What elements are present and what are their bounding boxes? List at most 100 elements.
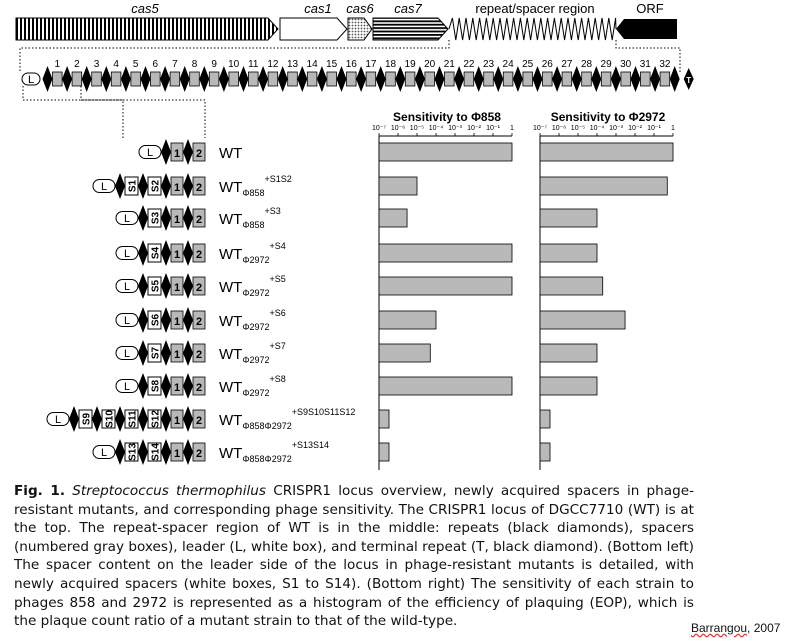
- spacer-number: 2: [196, 448, 202, 460]
- repeat-diamond: [138, 340, 148, 366]
- repeat-diamond: [92, 406, 102, 432]
- sensitivity-bar: [378, 442, 390, 462]
- x-tick-label: 10⁻⁷: [533, 125, 547, 132]
- repeat-diamond: [161, 439, 171, 465]
- spacer-number: 6: [153, 59, 159, 70]
- strain-subscript: Φ858Φ2972: [242, 421, 291, 431]
- leader-box: [21, 72, 41, 86]
- repeat-diamond: [69, 406, 79, 432]
- sensitivity-bar: [539, 442, 551, 462]
- leader-label: L: [124, 315, 130, 327]
- sensitivity-bar: [378, 343, 431, 363]
- new-spacer-label: S11: [128, 410, 139, 428]
- sensitivity-bar: [378, 376, 513, 396]
- repeat-diamond: [138, 373, 148, 399]
- orf-gene-arrow: [616, 19, 677, 39]
- strain-superscript: +S6: [270, 308, 286, 318]
- leader-box: [115, 379, 139, 393]
- leader-label: L: [101, 447, 107, 459]
- strain-label: WT: [219, 145, 242, 162]
- repeat-diamond: [395, 66, 406, 92]
- spacer-number: 14: [307, 59, 319, 70]
- x-tick-label: 10⁻⁶: [552, 125, 566, 132]
- spacer-number: 2: [196, 249, 202, 261]
- spacer-box: [130, 71, 141, 87]
- new-spacer-label: S2: [151, 179, 162, 192]
- repeat-diamond: [473, 66, 484, 92]
- repeat-diamond: [161, 273, 171, 299]
- gene-label-cas5: cas5: [131, 1, 159, 16]
- sensitivity-panels: Sensitivity to Φ858 Sensitivity to Φ2972…: [372, 110, 675, 470]
- spacer-number: 2: [74, 59, 80, 70]
- spacer-number: 7: [172, 59, 178, 70]
- spacer-number: 15: [326, 59, 338, 70]
- leader-label: L: [55, 414, 61, 426]
- repeat-diamond: [81, 66, 92, 92]
- repeat-diamond: [140, 66, 151, 92]
- spacer-box: [228, 71, 239, 87]
- strain-label: WTΦ2972+S6: [219, 308, 286, 332]
- new-spacer-label: S10: [105, 410, 116, 428]
- repeat-diamond: [297, 66, 308, 92]
- spacer-box: [208, 71, 220, 87]
- strain-row: 2 1 S4 L WTΦ2972+S4: [115, 240, 286, 266]
- spacer-box: [522, 71, 533, 87]
- strain-label: WTΦ2972+S7: [219, 341, 286, 365]
- panel-title-phi2972: Sensitivity to Φ2972: [551, 110, 666, 124]
- sensitivity-bar: [539, 176, 668, 196]
- repeat-diamond: [138, 205, 148, 231]
- orf-label: ORF: [636, 1, 664, 16]
- spacer-number: 23: [483, 59, 495, 70]
- repeat-diamond: [138, 240, 148, 266]
- detail-guides: [22, 86, 206, 138]
- repeat-diamond: [183, 307, 193, 333]
- leader-box: [138, 145, 162, 159]
- leader-label: L: [124, 348, 130, 360]
- sensitivity-chart: 10⁻⁷ 10⁻⁶ 10⁻⁵ 10⁻⁴ 10⁻³ 10⁻² 10⁻¹ 1: [372, 125, 514, 470]
- x-tick-label: 10⁻⁴: [590, 125, 605, 132]
- leader-label: L: [124, 381, 130, 393]
- repeat-diamond: [120, 66, 131, 92]
- repeat-diamond: [552, 66, 563, 92]
- repeat-diamond: [161, 205, 171, 231]
- strain-label: WTΦ2972+S5: [219, 274, 286, 298]
- strain-name: WT: [219, 211, 242, 228]
- strain-label: WTΦ858+S1S2: [219, 174, 292, 198]
- strain-row: 2 1 L WT: [138, 139, 242, 165]
- repeat-diamond: [218, 66, 229, 92]
- spacer-box: [306, 71, 318, 87]
- spacer-box: [326, 71, 337, 87]
- spacer-box: [659, 71, 671, 87]
- spacer-number: 1: [174, 349, 180, 361]
- strain-name: WT: [219, 445, 242, 462]
- strain-subscript: Φ858: [242, 220, 264, 230]
- spacer-number: 17: [365, 59, 377, 70]
- terminal-repeat-diamond: [683, 68, 694, 90]
- sensitivity-bar: [378, 176, 418, 196]
- sensitivity-bar: [539, 310, 626, 330]
- strain-label: WTΦ858+S3: [219, 206, 281, 230]
- spacer-number: 2: [196, 214, 202, 226]
- strain-name: WT: [219, 179, 242, 196]
- spacer-box: [424, 71, 435, 87]
- repeat-diamond: [199, 66, 210, 92]
- x-tick-label: 10⁻¹: [486, 125, 500, 132]
- spacer-number: 2: [196, 415, 202, 427]
- strain-subscript: Φ2972: [242, 388, 269, 398]
- spacer-number: 32: [659, 59, 671, 70]
- spacer-number: 1: [174, 448, 180, 460]
- strain-name: WT: [219, 379, 242, 396]
- spacer-number: 31: [640, 59, 652, 70]
- leader-label: L: [124, 248, 130, 260]
- repeat-diamond: [316, 66, 327, 92]
- spacer-box: [91, 71, 102, 87]
- x-tick-label: 10⁻⁵: [410, 125, 424, 132]
- x-tick-label: 1: [671, 125, 675, 132]
- repeat-diamond: [375, 66, 386, 92]
- new-spacer-label: S6: [151, 313, 162, 326]
- strain-name: WT: [219, 412, 242, 429]
- spacer-box: [640, 71, 651, 87]
- repeat-diamond: [160, 66, 171, 92]
- spacer-box: [150, 71, 161, 87]
- spacer-number: 16: [346, 59, 358, 70]
